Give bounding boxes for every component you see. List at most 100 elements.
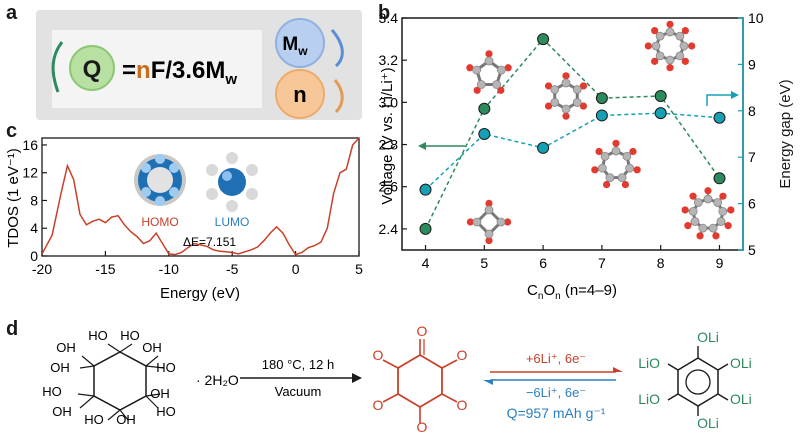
reverse-arrowhead: [483, 380, 493, 385]
oxygen-label: O: [373, 397, 384, 413]
reactant-group-label: HO: [120, 328, 140, 343]
chart-c-xtick-label: 0: [292, 261, 300, 277]
chart-c-xtick-label: 5: [355, 261, 363, 277]
reactant-group-label: HO: [84, 412, 104, 427]
reactant-bond: [145, 365, 165, 369]
reactant-group-label: HO: [156, 360, 176, 375]
chart-c-xtick-label: -10: [159, 261, 179, 277]
cyclohexanehexone: [382, 339, 458, 423]
chart-c-ytick-label: 8: [30, 192, 38, 208]
chart-c-ytick-label: 16: [22, 137, 38, 153]
chart-c-ytick-label: 4: [30, 220, 38, 236]
chart-b-series-1-point: [595, 92, 608, 105]
chart-b-xtick-label: 9: [716, 255, 724, 271]
chart-b-xlabel: CnOn (n=4–9): [527, 282, 617, 302]
chart-b-xtick-label: 6: [539, 255, 547, 271]
molecule-c6o6-sketch: [544, 72, 588, 120]
chart-b-series-1-point: [713, 172, 726, 185]
reactant-bond: [77, 393, 95, 397]
panel-label-c: c: [6, 120, 18, 142]
chart-b-xtick-label: 5: [480, 255, 488, 271]
chart-b-y2tick-label: 9: [748, 56, 756, 72]
chart-b-ytick-label: 2.6: [379, 179, 399, 195]
reactant-group-label: OH: [142, 340, 162, 355]
chart-b-ytick-label: 3.2: [379, 52, 399, 68]
chart-b-ytick-label: 3.4: [379, 10, 399, 26]
reactant-bond: [107, 409, 121, 421]
reactant-group-label: OH: [50, 360, 70, 375]
chart-b-series-1-point: [478, 102, 491, 115]
product-group-label: OLi: [730, 355, 752, 371]
reactant-bond: [145, 355, 159, 367]
product-group-label: LiO: [638, 355, 660, 371]
product-group-label: OLi: [697, 415, 719, 431]
chart-c-xtick-label: -15: [95, 261, 115, 277]
chart-c-ytick-label: 12: [22, 165, 38, 181]
product-group-label: LiO: [638, 391, 660, 407]
chart-b-ytick-label: 2.4: [379, 221, 399, 237]
chart-b-series-1-point: [537, 33, 550, 46]
chart-b-ytick-label: 2.8: [379, 137, 399, 153]
right-axis-arrow: [706, 94, 732, 106]
reverse-condition: −6Li⁺, 6e⁻: [526, 385, 586, 400]
reactant-bond: [107, 343, 121, 353]
chart-b-series-1-point: [654, 90, 667, 103]
chart-b-y2tick-label: 10: [748, 10, 764, 26]
reactant-group-label: OH: [116, 412, 136, 427]
molecule-c5o5-sketch: [466, 50, 512, 94]
panel-label-b: b: [378, 2, 391, 24]
forward-arrowhead: [613, 367, 623, 372]
chart-b-series-2-point: [537, 141, 550, 154]
chart-b-y2tick-label: 8: [748, 103, 756, 119]
reactant-group-label: OH: [52, 404, 72, 419]
panel-label-a: a: [6, 2, 18, 24]
chart-b-series-2-point: [713, 111, 726, 124]
oxygen-label: O: [417, 323, 428, 339]
right-axis-arrowhead: [731, 91, 739, 99]
reactant-bond: [145, 395, 159, 409]
chart-c-frame: [41, 137, 360, 257]
reactant-group-label: HO: [156, 404, 176, 419]
hydrate-label: · 2H₂O: [196, 372, 239, 388]
reactant-bond: [81, 355, 95, 367]
chart-b-series-2-point: [478, 128, 491, 140]
chart-c-xtick-label: -5: [226, 261, 239, 277]
energy-gap-annotation: ΔE=7.151: [183, 235, 236, 249]
oxygen-label: O: [417, 419, 428, 432]
product-group-label: OLi: [697, 329, 719, 345]
molecule-c7o7-sketch: [591, 139, 641, 189]
oxygen-label: O: [457, 347, 468, 363]
chart-b-series-1-line: [424, 37, 721, 230]
chart-b-xtick-label: 7: [598, 255, 606, 271]
tdos-curve: [41, 137, 360, 256]
panel-label-d: d: [6, 318, 19, 340]
molecule-c4o4-sketch: [466, 199, 512, 245]
homo-label: HOMO: [141, 215, 178, 229]
reactant-bond: [79, 365, 95, 369]
chart-c-xtick-label: -20: [32, 261, 52, 277]
reactant-bond: [145, 393, 161, 397]
reaction-arrowhead: [352, 373, 362, 383]
lithium-benzenehexolate: [667, 346, 729, 416]
chart-b-ylabel: Voltage (V vs. Li/Li⁺): [379, 67, 396, 204]
left-axis-arrowhead: [418, 142, 426, 150]
condition-bottom: Vacuum: [275, 384, 322, 399]
chart-c-ytick-label: 0: [30, 248, 38, 264]
chart-b-xtick-label: 8: [657, 255, 665, 271]
product-group-label: OLi: [730, 391, 752, 407]
reactant-group-label: HO: [42, 384, 62, 399]
lumo-orbital-image: [206, 152, 258, 212]
chart-b-series-2-point: [419, 183, 432, 196]
lumo-label: LUMO: [215, 215, 250, 229]
chart-b-series-2-point: [595, 109, 608, 122]
reactant-group-label: OH: [150, 386, 170, 401]
reactant-ring: [93, 351, 147, 411]
condition-top: 180 °C, 12 h: [262, 357, 334, 372]
reactant-bond: [119, 343, 133, 353]
molecule-c9o9-sketch: [681, 187, 735, 240]
capacity-label: Q=957 mAh g⁻¹: [507, 405, 606, 421]
chart-b-xtick-label: 4: [422, 255, 430, 271]
